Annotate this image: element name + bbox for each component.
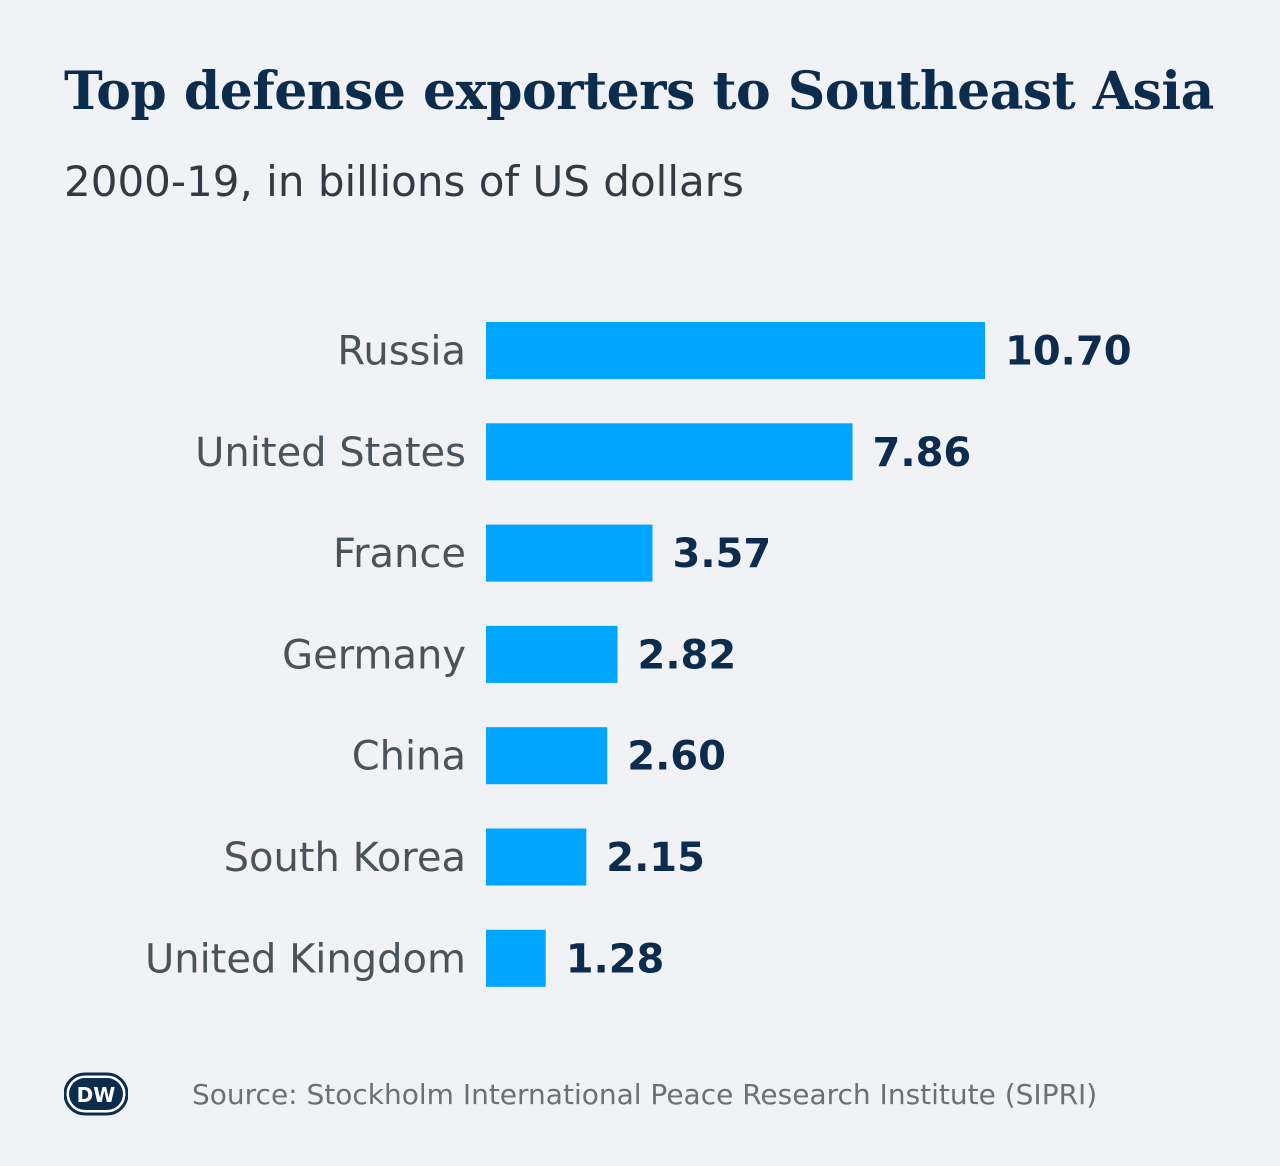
footer: DW Source: Stockholm International Peace… [64,1072,1097,1116]
bar [486,929,546,987]
category-label: Germany [282,632,466,678]
value-label: 2.82 [638,632,737,678]
logo-text: DW [77,1083,116,1107]
value-label: 3.57 [672,531,771,577]
value-label: 7.86 [873,430,972,476]
bar [486,727,608,785]
category-label: South Korea [224,835,466,881]
category-label: United States [195,430,466,476]
source-note: Source: Stockholm International Peace Re… [192,1077,1098,1111]
dw-logo-icon: DW [64,1072,128,1116]
bar [486,423,853,481]
bar [486,828,587,886]
value-label: 10.70 [1005,329,1132,375]
category-label: United Kingdom [145,936,466,982]
chart-title: Top defense exporters to Southeast Asia [64,61,1214,122]
category-label: China [352,734,466,780]
value-label: 2.60 [627,734,726,780]
bar [486,625,618,683]
value-label: 1.28 [566,936,665,982]
chart-subtitle: 2000-19, in billions of US dollars [64,157,744,206]
value-label: 2.15 [606,835,705,881]
category-label: France [333,531,466,577]
bar [486,322,985,379]
category-label: Russia [337,329,466,375]
bar [486,524,653,582]
